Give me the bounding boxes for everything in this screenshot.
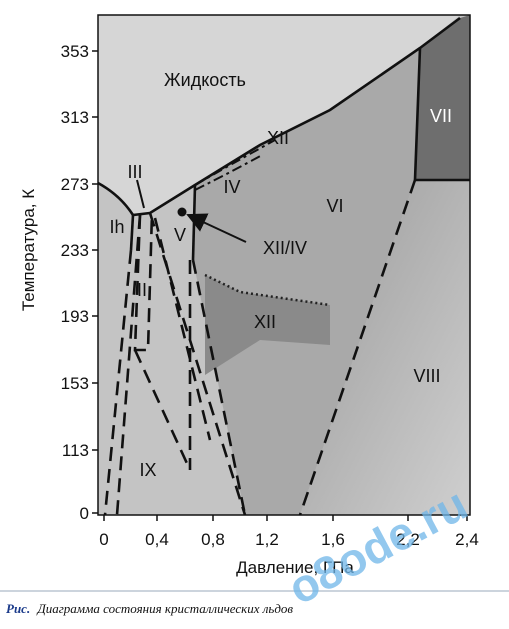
phase-label: VI bbox=[326, 196, 343, 216]
x-ticks: 0 0,4 0,8 1,2 1,6 2,2 2,4 bbox=[99, 515, 479, 549]
liquid-region bbox=[98, 15, 460, 215]
y-tick-label: 353 bbox=[61, 42, 89, 61]
x-tick-label: 0,4 bbox=[145, 530, 169, 549]
phase-label: XII bbox=[267, 128, 289, 148]
phase-label: Жидкость bbox=[164, 70, 246, 90]
ii-boundary bbox=[133, 212, 192, 471]
phase-label: VII bbox=[430, 106, 452, 126]
y-tick-label: 233 bbox=[61, 241, 89, 260]
x-tick-label: 2,2 bbox=[396, 530, 420, 549]
phase-label: III bbox=[127, 162, 142, 182]
phase-label: II bbox=[137, 280, 147, 300]
ice-xii-region bbox=[205, 275, 330, 375]
caption-text: Диаграмма состояния кристаллических льдо… bbox=[35, 601, 293, 616]
phase-label: VIII bbox=[413, 366, 440, 386]
xii-lines bbox=[194, 139, 276, 191]
caption: Рис. Диаграмма состояния кристаллических… bbox=[6, 601, 293, 616]
ih-ii-boundary bbox=[129, 214, 135, 251]
y-tick-label: 113 bbox=[62, 441, 89, 460]
vi-viii-boundary bbox=[298, 179, 417, 516]
x-tick-label: 0,8 bbox=[201, 530, 225, 549]
phase-label: V bbox=[174, 225, 186, 245]
x-axis-label: Давление, ГПа bbox=[236, 558, 354, 577]
phase-label: Ih bbox=[109, 217, 124, 237]
xii-iv-point bbox=[177, 207, 187, 217]
y-axis-label: Температура, К bbox=[19, 189, 38, 311]
caption-prefix: Рис. bbox=[6, 601, 30, 616]
phase-label: IX bbox=[139, 460, 156, 480]
x-tick-label: 2,4 bbox=[455, 530, 479, 549]
plot-frame bbox=[97, 14, 471, 516]
y-tick-label: 193 bbox=[61, 307, 89, 326]
y-tick-label: 153 bbox=[61, 374, 89, 393]
arrow-iii bbox=[136, 179, 145, 209]
point-label: XII/IV bbox=[263, 238, 307, 258]
y-tick-label: 313 bbox=[61, 108, 89, 127]
arrow bbox=[186, 213, 247, 243]
y-tick-label: 273 bbox=[61, 175, 89, 194]
phase-label: IV bbox=[223, 177, 240, 197]
ice-vii-region bbox=[415, 15, 470, 180]
phase-label: XII bbox=[254, 312, 276, 332]
ice-vi-region bbox=[193, 48, 420, 515]
y-ticks: 0 113 153 193 233 273 313 353 bbox=[61, 42, 98, 523]
melting-line bbox=[97, 16, 461, 217]
x-tick-label: 0 bbox=[99, 530, 108, 549]
ice-viii-region bbox=[300, 180, 470, 515]
phase-labels: Жидкость VII XII IV VI III Ih V II XII V… bbox=[109, 70, 452, 480]
x-tick-label: 1,6 bbox=[321, 530, 345, 549]
ih-ii-dashed bbox=[103, 214, 142, 516]
y-tick-label: 0 bbox=[80, 504, 89, 523]
x-tick-label: 1,2 bbox=[255, 530, 279, 549]
plot bbox=[97, 14, 471, 516]
